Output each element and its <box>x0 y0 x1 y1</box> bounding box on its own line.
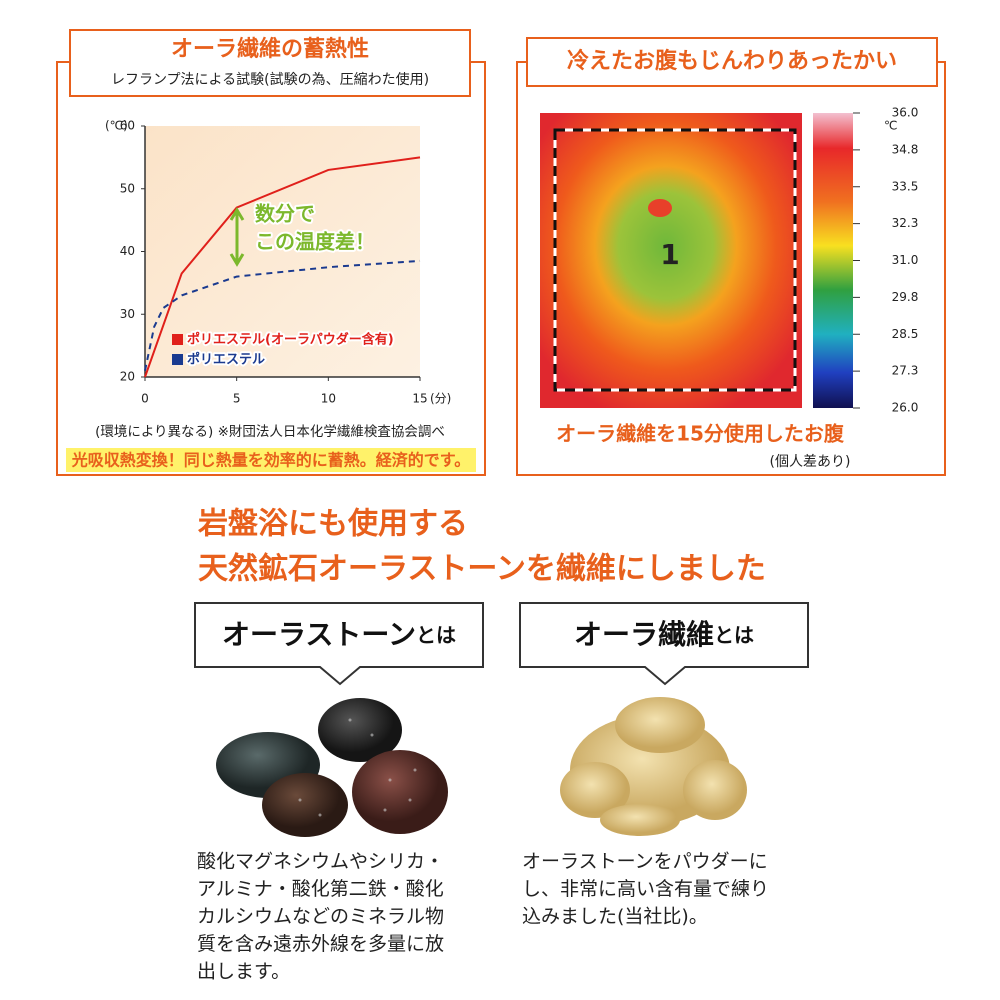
x-tick-label: 10 <box>321 392 336 406</box>
panel-subtitle: レフランプ法による試験(試験の為、圧縮わた使用) <box>111 71 429 88</box>
scale-label: 34.8 <box>892 142 919 156</box>
scale-label: 29.8 <box>892 290 919 304</box>
scale-label: 26.0 <box>892 401 919 415</box>
footnote: (環境により異なる) ※財団法人日本化学繊維検査協会調べ <box>95 424 445 440</box>
y-tick-label: 20 <box>120 370 135 384</box>
stones <box>216 698 448 837</box>
scale-labels: 36.0 34.8 33.5 32.3 31.0 29.8 28.5 27.3 26.0 <box>853 106 918 415</box>
headline: 岩盤浴にも使用する <box>198 507 468 542</box>
headline: 天然鉱石オーラストーンを繊維にしました <box>198 552 766 587</box>
description-line: 酸化マグネシウムやシリカ・ <box>197 851 444 873</box>
scale-unit: ℃ <box>884 119 897 133</box>
legend-swatch <box>172 334 183 345</box>
highlight: 光吸収熱変換！同じ熱量を効率的に蓄熱。経済的です。 <box>71 451 470 470</box>
description-line: 質を含み遠赤外線を多量に放 <box>197 933 444 955</box>
x-tick-label: 5 <box>233 392 241 406</box>
card-title: オーラ繊維とは <box>574 618 754 651</box>
scale-label: 27.3 <box>892 364 919 378</box>
card-title-suffix: とは <box>714 623 754 647</box>
scale-label: 31.0 <box>892 253 919 267</box>
x-axis-label: (分) <box>430 392 451 406</box>
annotation: この温度差！ <box>255 230 375 254</box>
highlight-bg <box>66 448 476 472</box>
caption: オーラ繊維を15分使用したお腹 <box>556 422 845 446</box>
thermal-image <box>540 113 802 408</box>
card-title-text: オーラ繊維 <box>574 618 714 651</box>
annotation-arrow <box>229 207 245 267</box>
annotation: 数分で <box>255 202 315 226</box>
region-box <box>553 128 797 392</box>
color-scale <box>813 113 853 408</box>
thermal-spot <box>648 199 672 217</box>
card-title: オーラストーンとは <box>222 618 456 651</box>
panel-title: 冷えたお腹もじんわりあったかい <box>567 48 897 74</box>
region-label: 1 <box>660 238 679 271</box>
legend-swatch <box>172 354 183 365</box>
x-tick-label: 15 <box>412 392 427 406</box>
y-tick-label: 60 <box>120 119 135 133</box>
description-line: し、非常に高い含有量で練り <box>522 878 769 900</box>
fiber <box>560 697 747 836</box>
title-box <box>69 29 471 97</box>
bubble <box>519 602 809 686</box>
description-line: カルシウムなどのミネラル物 <box>197 906 444 928</box>
plot-area <box>145 126 420 377</box>
note: (個人差あり) <box>770 454 851 470</box>
x-tick-label: 0 <box>141 392 149 406</box>
card-title-text: オーラストーン <box>222 618 416 651</box>
line <box>144 259 421 371</box>
y-tick-label: 30 <box>120 307 135 321</box>
panel-title: オーラ繊維の蓄熱性 <box>171 36 369 62</box>
descriptions: 酸化マグネシウムやシリカ・アルミナ・酸化第二鉄・酸化カルシウムなどのミネラル物質… <box>197 851 769 983</box>
card-title-suffix: とは <box>416 623 456 647</box>
bubble <box>194 602 484 686</box>
y-axis-label: (℃) <box>105 119 128 133</box>
description-line: 出します。 <box>197 961 290 983</box>
description-line: アルミナ・酸化第二鉄・酸化 <box>197 878 444 900</box>
description-line: オーラストーンをパウダーに <box>522 851 768 873</box>
scale-label: 36.0 <box>892 106 919 120</box>
legend-label: ポリエステル(オーラパウダー含有) <box>187 332 394 348</box>
chart: 20 30 40 50 60 0 5 10 15 (℃) (分) ポリエステル(オーラパウダー含有) ポ… <box>105 119 451 406</box>
line <box>144 156 421 378</box>
description-line: 込みました(当社比)。 <box>522 906 708 928</box>
y-tick-label: 40 <box>120 244 135 258</box>
scale-label: 33.5 <box>892 179 919 193</box>
legend-label: ポリエステル <box>187 352 265 368</box>
title-box <box>526 37 938 87</box>
y-tick-label: 50 <box>120 181 135 195</box>
scale-label: 32.3 <box>892 216 919 230</box>
scale-label: 28.5 <box>892 327 919 341</box>
